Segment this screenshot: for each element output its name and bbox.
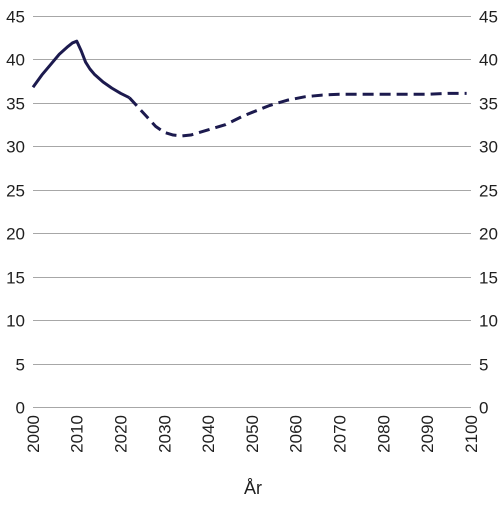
x-tick-label: 2100 [462,415,481,453]
y-tick-label-right: 5 [479,356,488,375]
x-tick-label: 2060 [287,415,306,453]
y-tick-label-left: 30 [6,138,25,157]
y-tick-label-right: 20 [479,225,498,244]
y-tick-label-left: 5 [16,356,25,375]
series-line-dashed [128,91,467,138]
y-tick-label-right: 25 [479,182,498,201]
y-tick-label-left: 10 [6,312,25,331]
x-tick-label: 2000 [24,415,43,453]
y-tick-label-left: 20 [6,225,25,244]
y-tick-label-right: 15 [479,269,498,288]
gridlines [33,16,471,408]
x-tick-label: 2020 [112,415,131,453]
y-tick-label-left: 0 [16,399,25,418]
y-tick-label-right: 0 [479,399,488,418]
y-tick-label-right: 40 [479,51,498,70]
y-tick-labels-left: 0 5 10 15 20 25 30 35 40 45 [6,8,25,418]
y-tick-label-left: 35 [6,95,25,114]
y-tick-label-left: 40 [6,51,25,70]
y-tick-label-right: 35 [479,95,498,114]
x-tick-label: 2010 [68,415,87,453]
x-tick-label: 2090 [418,415,437,453]
y-tick-label-left: 25 [6,182,25,201]
x-tick-label: 2040 [199,415,218,453]
y-tick-label-left: 45 [6,8,25,27]
y-tick-label-right: 45 [479,8,498,27]
x-axis-title: År [244,478,262,498]
x-tick-label: 2070 [331,415,350,453]
x-tick-label: 2080 [374,415,393,453]
x-tick-label: 2050 [243,415,262,453]
y-tick-label-right: 30 [479,138,498,157]
x-tick-label: 2030 [155,415,174,453]
y-tick-label-right: 10 [479,312,498,331]
series-line-solid [31,39,131,100]
series-lines [31,39,467,138]
y-tick-label-left: 15 [6,269,25,288]
y-tick-labels-right: 0 5 10 15 20 25 30 35 40 45 [479,8,498,418]
x-tick-labels: 2000 2010 2020 2030 2040 2050 2060 2070 2080 2090… [24,415,481,453]
